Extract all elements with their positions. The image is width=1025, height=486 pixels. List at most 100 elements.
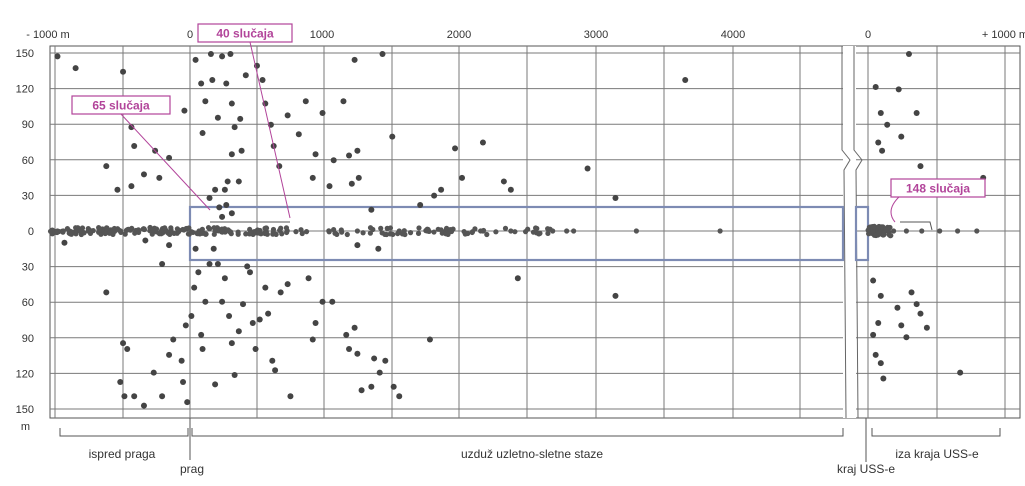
data-point (375, 245, 382, 252)
centerline-point (502, 225, 509, 231)
data-point (114, 186, 121, 193)
data-point (192, 56, 199, 63)
data-point (103, 289, 110, 296)
centerline-point (416, 225, 422, 231)
centerline-point (270, 226, 277, 233)
centerline-point (870, 224, 877, 230)
leader-line (900, 221, 933, 231)
centerline-point (110, 231, 116, 238)
data-point (117, 379, 124, 386)
data-point (256, 316, 263, 323)
centerline-point (283, 225, 290, 231)
data-point (612, 194, 619, 201)
data-point (54, 53, 61, 60)
centerline-point (194, 230, 200, 237)
data-point (252, 346, 259, 352)
data-point (159, 261, 166, 268)
centerline-point (303, 229, 310, 235)
centerline-point (550, 228, 556, 234)
data-point (917, 310, 924, 317)
data-point (182, 322, 189, 329)
data-point (226, 312, 233, 319)
data-point (479, 139, 486, 146)
centerline-point (378, 225, 384, 231)
annotation-label-box (890, 178, 986, 198)
data-point (219, 53, 226, 60)
centerline-point (102, 230, 108, 237)
data-point (216, 204, 223, 211)
section-bracket (191, 428, 844, 437)
data-point (180, 379, 187, 386)
centerline-point (54, 228, 61, 234)
data-point (358, 387, 365, 394)
centerline-point (174, 226, 180, 232)
data-point (124, 346, 131, 352)
data-point (228, 151, 235, 158)
centerline-point (525, 226, 531, 232)
annotations: 40 slučaja 65 slučaja 148 slučaja (71, 23, 986, 231)
data-point (276, 163, 283, 170)
data-point (875, 139, 882, 146)
data-point (224, 178, 231, 185)
data-point (206, 261, 213, 268)
leader-line (119, 112, 211, 211)
centerline-point (415, 230, 422, 237)
data-point (284, 112, 291, 119)
data-point (368, 383, 375, 390)
centerline-point (186, 225, 192, 231)
data-point (128, 124, 135, 131)
centerline-point (484, 231, 490, 238)
data-point (354, 147, 361, 154)
data-point (390, 383, 397, 390)
section-bracket (59, 428, 189, 437)
centerline-point (354, 228, 360, 234)
data-point (227, 51, 234, 57)
centerline-point (955, 228, 961, 234)
y-tick-label: 30 (22, 190, 34, 202)
centerline-point (445, 231, 451, 237)
centerline-point (880, 232, 886, 238)
centerline-point (493, 229, 499, 235)
data-point (237, 115, 244, 122)
centerline-point (870, 228, 876, 234)
data-point (312, 320, 319, 327)
data-point (389, 133, 396, 140)
data-point (355, 174, 362, 181)
data-point (188, 312, 195, 319)
data-point (870, 277, 877, 284)
x-tick-label: - 1000 m (26, 29, 69, 41)
data-point (426, 336, 433, 343)
centerline-point (873, 232, 879, 239)
data-point (507, 186, 514, 193)
data-point (235, 328, 242, 335)
centerline-point (512, 229, 518, 235)
data-points (47, 51, 987, 409)
data-point (452, 145, 459, 152)
data-point (612, 292, 619, 299)
data-point (272, 367, 279, 374)
centerline-point (199, 226, 205, 232)
centerline-point (717, 228, 723, 234)
data-point (870, 331, 877, 338)
data-point (329, 298, 336, 305)
data-point (277, 289, 284, 296)
data-point (202, 298, 209, 305)
centerline-point (883, 227, 889, 233)
data-point (877, 360, 884, 367)
centerline-point (243, 231, 249, 237)
data-point (514, 275, 521, 282)
centerline-point (919, 228, 925, 234)
data-point (368, 206, 375, 213)
data-point (242, 72, 249, 79)
data-point (228, 340, 235, 347)
data-point (199, 346, 206, 352)
centerline-point (150, 227, 156, 233)
data-point (184, 399, 191, 406)
data-point (210, 245, 217, 252)
data-point (417, 202, 424, 209)
data-point (202, 98, 209, 105)
data-point (500, 178, 507, 185)
data-point (170, 336, 177, 343)
centerline-point (69, 229, 75, 235)
data-point (305, 275, 312, 282)
